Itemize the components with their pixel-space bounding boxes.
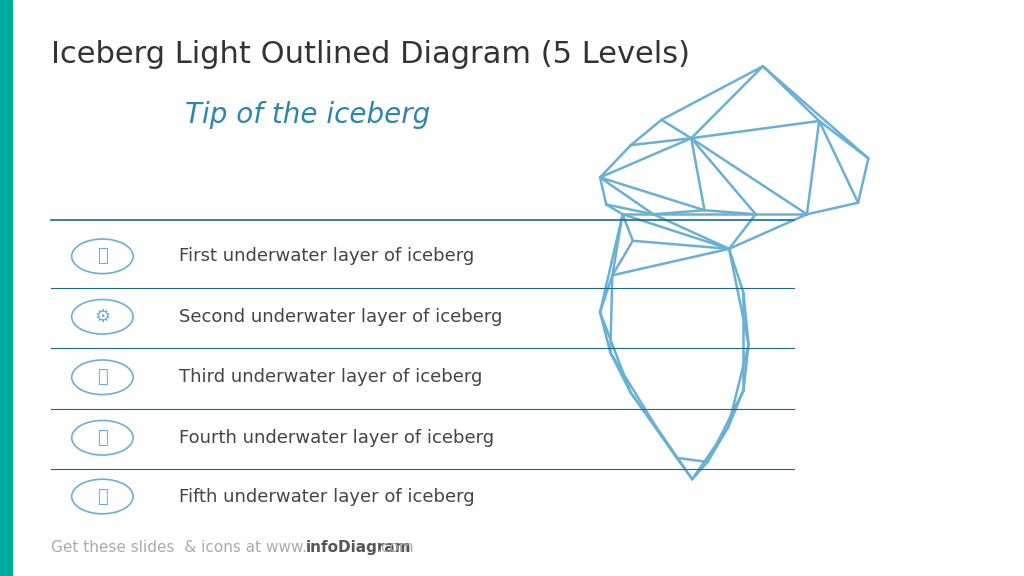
Text: Fifth underwater layer of iceberg: Fifth underwater layer of iceberg bbox=[179, 487, 475, 506]
Text: Get these slides  & icons at www.: Get these slides & icons at www. bbox=[51, 540, 307, 555]
Text: 💡: 💡 bbox=[97, 247, 108, 266]
Text: Second underwater layer of iceberg: Second underwater layer of iceberg bbox=[179, 308, 503, 326]
Text: Fourth underwater layer of iceberg: Fourth underwater layer of iceberg bbox=[179, 429, 495, 447]
Text: 👥: 👥 bbox=[97, 487, 108, 506]
Text: Third underwater layer of iceberg: Third underwater layer of iceberg bbox=[179, 368, 482, 386]
Text: 📊: 📊 bbox=[97, 368, 108, 386]
Text: .com: .com bbox=[377, 540, 415, 555]
Text: Iceberg Light Outlined Diagram (5 Levels): Iceberg Light Outlined Diagram (5 Levels… bbox=[51, 40, 690, 69]
Text: Tip of the iceberg: Tip of the iceberg bbox=[184, 101, 430, 129]
Text: 🚗: 🚗 bbox=[97, 429, 108, 447]
Text: ⚙: ⚙ bbox=[94, 308, 111, 326]
Text: infoDiagram: infoDiagram bbox=[306, 540, 412, 555]
Text: First underwater layer of iceberg: First underwater layer of iceberg bbox=[179, 247, 474, 266]
